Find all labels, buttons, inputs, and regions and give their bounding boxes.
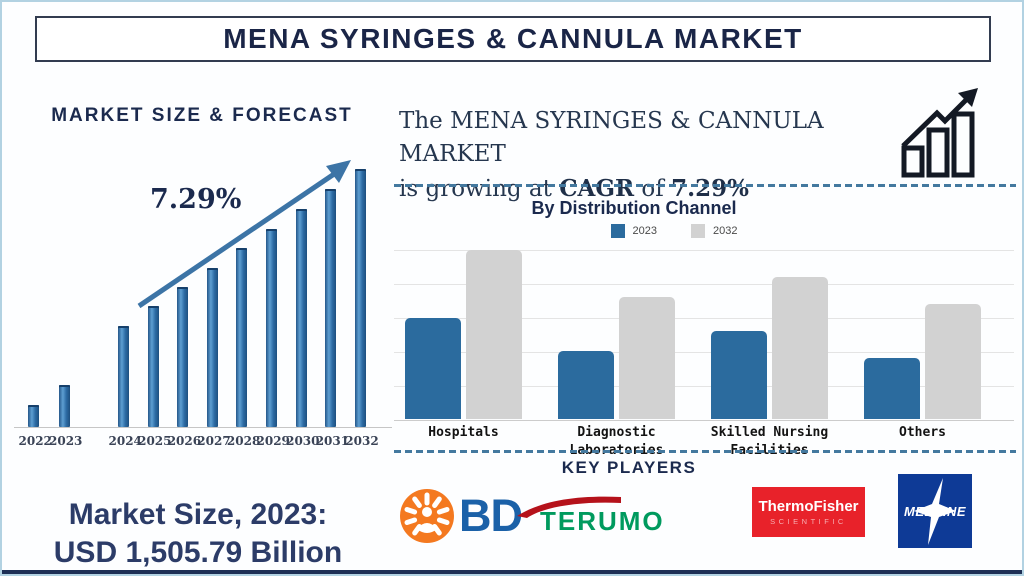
forecast-bar-2023 <box>58 385 70 427</box>
logo-medline: MEDLINE <box>898 474 972 548</box>
forecast-year-label-2028: 2028 <box>226 434 261 448</box>
dist-bar-2023-4 <box>864 358 920 419</box>
forecast-year-label-2032: 2032 <box>345 434 379 448</box>
forecast-bar-2025 <box>147 306 159 427</box>
forecast-bar-2032 <box>354 169 366 427</box>
forecast-year-label-2024: 2024 <box>108 434 142 448</box>
dist-bar-2032-2 <box>619 297 675 419</box>
forecast-bar-2026 <box>177 287 189 427</box>
dist-bar-2023-3 <box>711 331 767 419</box>
dist-bar-2032-4 <box>925 304 981 419</box>
legend-item-2032: 2032 <box>691 224 737 238</box>
dist-gridline <box>394 420 1014 421</box>
forecast-bar-2024 <box>118 326 129 427</box>
bd-sunburst-icon <box>400 489 454 543</box>
terumo-swoosh-icon <box>517 496 621 518</box>
cagr-annotation: 7.29% <box>150 184 242 215</box>
dashed-separator-bottom <box>394 450 1016 453</box>
dist-gridline <box>394 386 1014 387</box>
forecast-year-label-2023: 2023 <box>49 434 83 448</box>
title-box: MENA SYRINGES & CANNULA MARKET <box>35 16 991 62</box>
dist-gridline <box>394 318 1014 319</box>
cagr-paragraph-line2: is growing at CAGR of 7.29% <box>399 172 899 206</box>
cagr-paragraph: The MENA SYRINGES & CANNULA MARKET is gr… <box>399 105 899 206</box>
dist-category-label-3: Skilled Nursing Facilities <box>710 425 829 458</box>
trend-arrow-icon <box>137 160 351 309</box>
dist-bar-2032-1 <box>466 250 522 419</box>
medline-logo-text: MEDLINE <box>904 504 966 519</box>
page-title: MENA SYRINGES & CANNULA MARKET <box>223 23 803 54</box>
medline-star-icon <box>914 478 956 545</box>
logo-thermofisher: ThermoFisher SCIENTIFIC <box>752 487 865 537</box>
forecast-year-label-2030: 2030 <box>286 434 320 448</box>
dist-plot: Hospitals Diagnostic Laboratories Skilled … <box>394 250 1014 458</box>
legend-label-2023: 2023 <box>632 225 657 237</box>
thermofisher-scientific-text: SCIENTIFIC <box>770 517 847 526</box>
forecast-year-label-2031: 2031 <box>315 434 350 448</box>
forecast-bar-2031 <box>325 189 337 427</box>
cagr-paragraph-bold-cagr: CAGR <box>559 174 635 202</box>
forecast-bar-2029 <box>266 229 277 427</box>
dist-bar-2023-1 <box>405 318 461 419</box>
bottom-border-strip <box>2 570 1022 574</box>
market-size-line1: Market Size, 2023: <box>68 498 328 531</box>
growth-chart-icon <box>901 88 978 178</box>
forecast-bar-2022 <box>28 405 39 427</box>
dist-chart-title: By Distribution Channel <box>531 198 737 218</box>
dist-category-label-4: Others <box>899 425 946 440</box>
forecast-year-label-2029: 2029 <box>256 434 290 448</box>
dist-gridline <box>394 250 1014 251</box>
forecast-bar-2028 <box>236 248 248 427</box>
market-size-line2: USD 1,505.79 Billion <box>53 535 343 569</box>
forecast-baseline <box>14 427 392 428</box>
dist-gridline <box>394 352 1014 353</box>
market-size-callout: Market Size, 2023: USD 1,505.79 Billion <box>30 496 366 571</box>
legend-swatch-2023 <box>610 224 625 238</box>
dashed-separator-top <box>394 184 1016 187</box>
forecast-plot: 7.29% 2022 2023 2024 2025 2026 2027 2028 2029 20… <box>14 152 392 448</box>
dist-category-label-1: Hospitals <box>428 425 499 440</box>
logo-bd: BD <box>400 489 523 543</box>
bd-logo-text: BD <box>459 490 523 541</box>
cagr-paragraph-line1: The MENA SYRINGES & CANNULA MARKET <box>399 108 824 168</box>
legend-item-2023: 2023 <box>610 224 657 238</box>
dist-bar-2032-3 <box>772 277 828 419</box>
forecast-year-label-2022: 2022 <box>18 434 52 448</box>
terumo-logo-text: TERUMO <box>540 506 665 536</box>
dist-gridline <box>394 284 1014 285</box>
thermofisher-logo-text: ThermoFisher <box>758 498 859 515</box>
key-players-heading: KEY PLAYERS <box>561 458 697 477</box>
forecast-chart-title: MARKET SIZE & FORECAST <box>51 105 353 126</box>
forecast-year-label-2027: 2027 <box>197 434 231 448</box>
legend-swatch-2032 <box>691 224 705 238</box>
logo-terumo: TERUMO <box>515 494 715 546</box>
dist-bar-2023-2 <box>558 351 614 419</box>
forecast-year-label-2025: 2025 <box>138 434 172 448</box>
cagr-paragraph-text2: of <box>634 175 672 202</box>
cagr-paragraph-bold-pct: 7.29% <box>671 174 749 202</box>
forecast-bar-2027 <box>206 268 218 427</box>
dist-category-label-2: Diagnostic Laboratories <box>570 425 664 458</box>
forecast-year-label-2026: 2026 <box>167 434 202 448</box>
dist-chart-legend: 2023 2032 <box>394 224 954 238</box>
cagr-paragraph-text1: is growing at <box>399 175 560 202</box>
forecast-bar-2030 <box>295 209 307 427</box>
legend-label-2032: 2032 <box>713 225 738 237</box>
